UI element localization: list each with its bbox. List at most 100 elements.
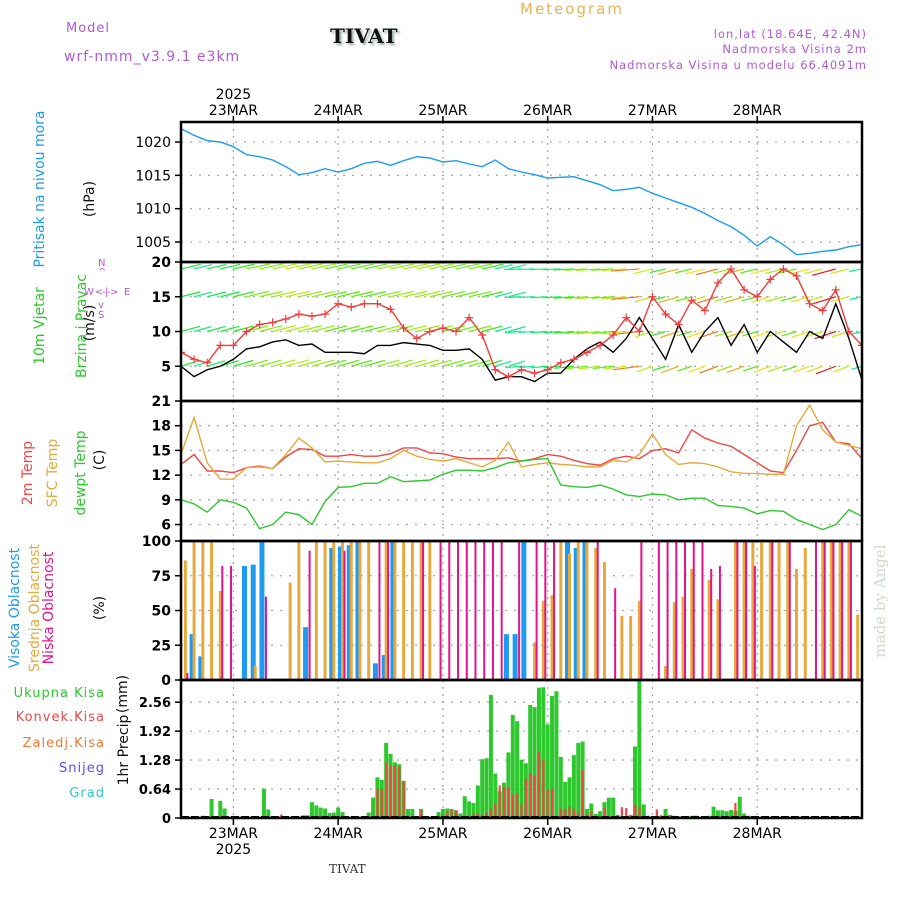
wind-barb bbox=[351, 359, 373, 367]
wind-gust-line-marker bbox=[321, 310, 330, 319]
cloud-low-bar bbox=[343, 550, 346, 680]
x-tick-label-top: 27MAR bbox=[628, 103, 677, 119]
cloud-mid-bar bbox=[358, 541, 362, 680]
precip-total-bar bbox=[550, 695, 555, 818]
wind-barb bbox=[233, 291, 255, 298]
precip-total-bar bbox=[266, 809, 271, 818]
wind-gust-line-marker bbox=[556, 358, 565, 367]
precip-total-bar bbox=[641, 804, 646, 818]
wind-barb bbox=[416, 359, 440, 367]
wind-barb bbox=[311, 325, 336, 333]
cloud-mid-bar bbox=[690, 568, 694, 680]
precip-convective-bar bbox=[468, 815, 471, 818]
pressure-line bbox=[181, 128, 862, 256]
wind-barb bbox=[592, 330, 614, 335]
footer-station: TIVAT bbox=[329, 862, 366, 876]
y-tick-label: 21 bbox=[152, 394, 171, 410]
wind-gust-line-marker bbox=[281, 314, 290, 323]
wind-barb bbox=[233, 325, 254, 333]
y-tick-label: 9 bbox=[161, 493, 171, 509]
wind-barb bbox=[803, 268, 823, 275]
wind-barb bbox=[780, 296, 797, 302]
cloud-mid-bar bbox=[393, 541, 397, 680]
cloud-high-bar bbox=[346, 545, 352, 680]
wind-barb bbox=[351, 263, 374, 270]
wind-barb bbox=[193, 291, 212, 298]
wind-barb bbox=[220, 325, 240, 333]
precip-convective-bar bbox=[564, 809, 567, 818]
temp-2m-line-group bbox=[181, 421, 862, 474]
precip-total-bar bbox=[336, 807, 341, 818]
precip-convective-bar bbox=[524, 778, 527, 818]
cloud-low-bar bbox=[736, 541, 739, 680]
wind-barb bbox=[508, 291, 526, 298]
wind-barb bbox=[612, 330, 640, 336]
cloud-high-bar bbox=[198, 656, 204, 680]
precip-total-bar bbox=[484, 758, 489, 818]
precip-convective-bar bbox=[476, 813, 479, 818]
wind-barb bbox=[677, 365, 692, 372]
wind-barb bbox=[377, 325, 401, 333]
precip-total-bar bbox=[475, 785, 480, 818]
wind-barb bbox=[416, 325, 440, 333]
precip-convective-bar bbox=[398, 766, 401, 818]
precip-convective-bar bbox=[393, 765, 397, 818]
cloud-low-bar bbox=[465, 541, 468, 680]
wind-gust-line-marker bbox=[399, 324, 408, 333]
cloud-mid-bar bbox=[297, 541, 301, 680]
cloud-mid-bar bbox=[253, 666, 257, 680]
wind-gust-line-marker bbox=[203, 358, 212, 367]
cloud-mid-bar bbox=[410, 541, 414, 680]
wind-barb bbox=[246, 359, 269, 367]
wind-barb bbox=[789, 268, 810, 275]
precip-convective-bar bbox=[511, 794, 514, 818]
x-tick-label-bottom: 26MAR bbox=[523, 826, 572, 842]
cloud-high-bar bbox=[582, 541, 588, 680]
y-tick-label: 1.28 bbox=[139, 754, 171, 769]
cloud-low-bar bbox=[684, 541, 687, 680]
cloud-high-bar bbox=[573, 547, 579, 680]
cloud-low-bar bbox=[640, 541, 643, 680]
temp-dew-line-group bbox=[181, 457, 862, 531]
frame-layer bbox=[175, 116, 864, 825]
precip-convective-bar bbox=[485, 812, 488, 818]
wind-barb bbox=[725, 330, 745, 339]
wind-barb bbox=[830, 268, 850, 275]
wind-barb bbox=[564, 268, 588, 271]
cloud-low-bar bbox=[596, 541, 599, 680]
wind-gust-line-group bbox=[181, 264, 862, 381]
precip-convective-bar bbox=[590, 811, 593, 818]
cloud-mid-bar bbox=[716, 599, 720, 680]
cloud-mid-bar bbox=[419, 541, 423, 680]
wind-barb bbox=[429, 290, 454, 298]
wind-barb bbox=[220, 263, 241, 270]
wind-barb bbox=[713, 268, 732, 274]
precip-convective-bar bbox=[389, 765, 392, 818]
x-year-label-top: 2025 bbox=[216, 87, 252, 103]
compass-cross: <-|-> bbox=[95, 287, 118, 298]
wind-barb bbox=[741, 296, 758, 302]
wind-barb bbox=[553, 268, 574, 271]
precip-convective-bar bbox=[577, 812, 580, 818]
wind-gust-line-marker bbox=[622, 313, 631, 322]
wind-barb bbox=[207, 325, 226, 333]
wind-barb bbox=[298, 290, 323, 298]
wind-gust-line-marker bbox=[347, 303, 356, 312]
precip-convective-bar bbox=[620, 807, 624, 818]
wind-barb bbox=[181, 291, 201, 298]
wind-gust-line-marker bbox=[360, 299, 369, 308]
precip-total-bar bbox=[506, 752, 511, 818]
wind-barb bbox=[495, 360, 512, 367]
wind-barb bbox=[324, 290, 348, 298]
wind-gust-line-marker bbox=[858, 341, 862, 350]
cloud-mid-bar bbox=[332, 541, 336, 680]
precip-convective-bar bbox=[472, 813, 475, 818]
cloud-mid-bar bbox=[367, 541, 371, 680]
wind-gust-line-marker bbox=[229, 341, 238, 350]
precip-convective-bar bbox=[537, 751, 541, 818]
wind-barb bbox=[851, 365, 862, 370]
precip-total-bar bbox=[406, 808, 410, 818]
wind-barb bbox=[661, 365, 679, 374]
wind-barb bbox=[651, 330, 666, 337]
wind-barb bbox=[505, 365, 522, 369]
